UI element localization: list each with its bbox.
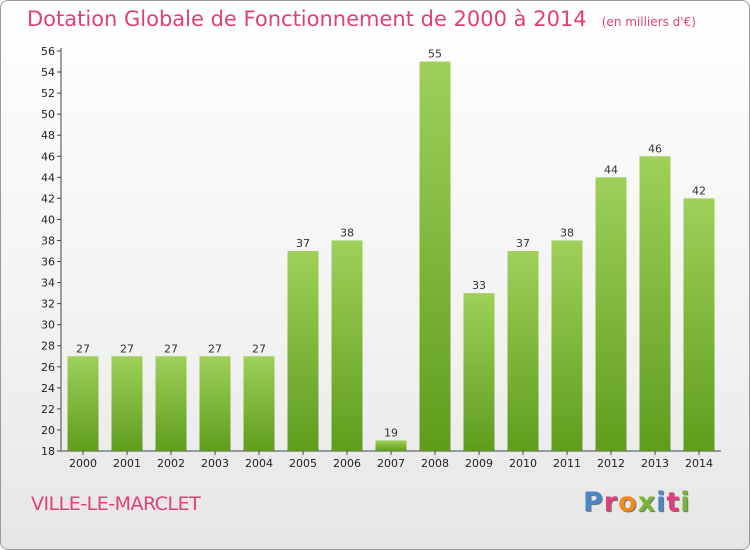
x-tick-label: 2004 xyxy=(245,457,273,470)
y-tick-label: 44 xyxy=(41,171,55,184)
x-tick-label: 2009 xyxy=(465,457,493,470)
x-tick-label: 2014 xyxy=(685,457,713,470)
chart-title: Dotation Globale de Fonctionnement de 20… xyxy=(27,7,696,31)
y-tick-label: 18 xyxy=(41,445,55,458)
bar-2009 xyxy=(463,293,495,451)
value-label: 27 xyxy=(76,342,90,355)
y-tick-label: 40 xyxy=(41,213,55,226)
y-tick-label: 22 xyxy=(41,403,55,416)
value-label: 33 xyxy=(472,279,486,292)
value-label: 37 xyxy=(516,237,530,250)
bar-2000 xyxy=(67,356,99,451)
x-tick-label: 2006 xyxy=(333,457,361,470)
y-tick-label: 54 xyxy=(41,66,55,79)
y-tick-label: 34 xyxy=(41,277,55,290)
y-tick-label: 50 xyxy=(41,108,55,121)
bar-2014 xyxy=(683,198,715,451)
x-tick-label: 2003 xyxy=(201,457,229,470)
bar-2007 xyxy=(375,440,407,451)
y-tick-label: 56 xyxy=(41,45,55,58)
value-label: 55 xyxy=(428,48,442,61)
x-tick-label: 2001 xyxy=(113,457,141,470)
title-unit: (en milliers d'€) xyxy=(601,15,696,29)
y-tick-label: 46 xyxy=(41,150,55,163)
bar-2013 xyxy=(639,156,671,451)
bar-2001 xyxy=(111,356,143,451)
x-tick-label: 2010 xyxy=(509,457,537,470)
value-labels: 27 27 27 27 27 37 38 19 55 33 37 38 44 46 42 xyxy=(76,48,706,440)
value-label: 27 xyxy=(120,342,134,355)
value-label: 46 xyxy=(648,142,662,155)
x-tick-label: 2002 xyxy=(157,457,185,470)
x-tick-label: 2011 xyxy=(553,457,581,470)
y-tick-label: 32 xyxy=(41,298,55,311)
x-tick-label: 2012 xyxy=(597,457,625,470)
y-tick-label: 42 xyxy=(41,192,55,205)
y-tick-label: 30 xyxy=(41,319,55,332)
logo-letter: o xyxy=(618,487,638,518)
x-tick-label: 2005 xyxy=(289,457,317,470)
logo-letter: x xyxy=(637,487,657,518)
value-label: 27 xyxy=(252,342,266,355)
bar-2003 xyxy=(199,356,231,451)
value-label: 42 xyxy=(692,184,706,197)
title-text: Dotation Globale de Fonctionnement de 20… xyxy=(27,7,587,31)
y-tick-label: 36 xyxy=(41,256,55,269)
bar-2010 xyxy=(507,251,539,451)
x-tick-label: 2013 xyxy=(641,457,669,470)
value-label: 44 xyxy=(604,163,618,176)
y-tick-label: 48 xyxy=(41,129,55,142)
y-tick-label: 38 xyxy=(41,234,55,247)
bar-2012 xyxy=(595,177,627,451)
proxiti-logo: Proxiti xyxy=(583,487,691,518)
value-label: 37 xyxy=(296,237,310,250)
bars xyxy=(67,61,715,452)
y-tick-label: 26 xyxy=(41,361,55,374)
bar-2006 xyxy=(331,240,363,451)
bar-2004 xyxy=(243,356,275,451)
commune-name: VILLE-LE-MARCLET xyxy=(31,493,201,515)
x-tick-label: 2000 xyxy=(69,457,97,470)
logo-letter: r xyxy=(603,487,619,518)
value-label: 19 xyxy=(384,426,398,439)
value-label: 38 xyxy=(560,226,574,239)
y-tick-label: 24 xyxy=(41,382,55,395)
logo-letter: i xyxy=(656,487,667,518)
x-tick-label: 2008 xyxy=(421,457,449,470)
value-label: 27 xyxy=(208,342,222,355)
value-label: 38 xyxy=(340,226,354,239)
bar-2005 xyxy=(287,251,319,451)
x-tick-label: 2007 xyxy=(377,457,405,470)
y-tick-label: 52 xyxy=(41,87,55,100)
logo-letter: P xyxy=(583,487,604,518)
y-tick-label: 20 xyxy=(41,424,55,437)
bar-2002 xyxy=(155,356,187,451)
logo-letter: t xyxy=(666,487,681,518)
logo-letter: i xyxy=(680,487,691,518)
axes: 18 20 22 24 26 28 30 32 34 36 38 40 42 44 46 48 50 52 54 56… xyxy=(41,45,721,470)
y-tick-label: 28 xyxy=(41,340,55,353)
bar-2008 xyxy=(419,61,451,452)
bar-2011 xyxy=(551,240,583,451)
value-label: 27 xyxy=(164,342,178,355)
